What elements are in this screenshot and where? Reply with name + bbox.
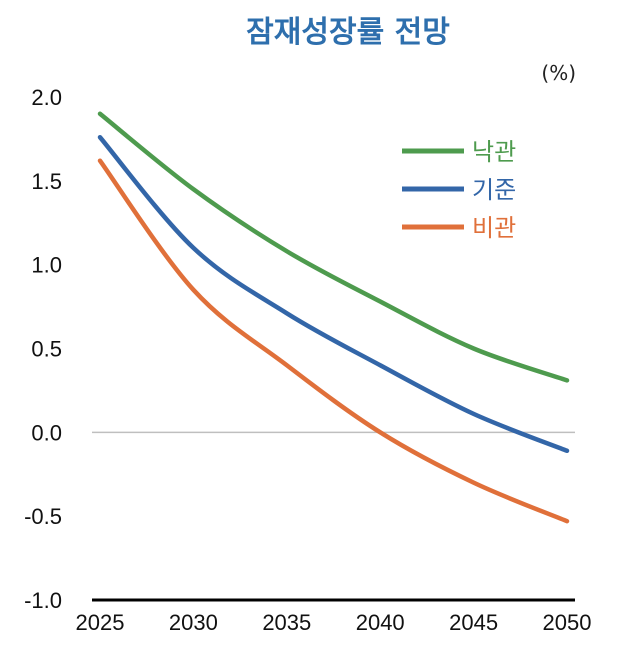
y-tick-label: 0.5 [31,337,62,362]
x-tick-label: 2035 [262,610,311,635]
x-tick-label: 2050 [543,610,592,635]
series-line-3 [97,158,570,524]
legend-label: 낙관 [472,138,516,166]
y-tick-label: -0.5 [24,504,62,529]
series-line-2 [97,134,570,454]
series-line-1 [97,111,570,383]
legend-label: 비관 [472,214,516,242]
y-tick-label: 1.0 [31,253,62,278]
y-tick-label: 0.0 [31,420,62,445]
y-tick-label: 2.0 [31,85,62,110]
x-tick-label: 2030 [169,610,218,635]
x-axis-tick-labels: 2025 2030 2035 2040 2045 2050 [76,610,592,635]
y-tick-label: -1.0 [24,588,62,613]
chart-title: 잠재성장률 전망 [246,15,450,50]
x-tick-label: 2040 [356,610,405,635]
x-tick-label: 2045 [449,610,498,635]
unit-label: (%) [541,61,576,85]
series-lines [97,111,570,524]
legend-label: 기준 [472,176,516,204]
y-tick-label: 1.5 [31,169,62,194]
x-tick-label: 2025 [76,610,125,635]
y-axis-tick-labels: 2.0 1.5 1.0 0.5 0.0 -0.5 -1.0 [24,85,62,613]
